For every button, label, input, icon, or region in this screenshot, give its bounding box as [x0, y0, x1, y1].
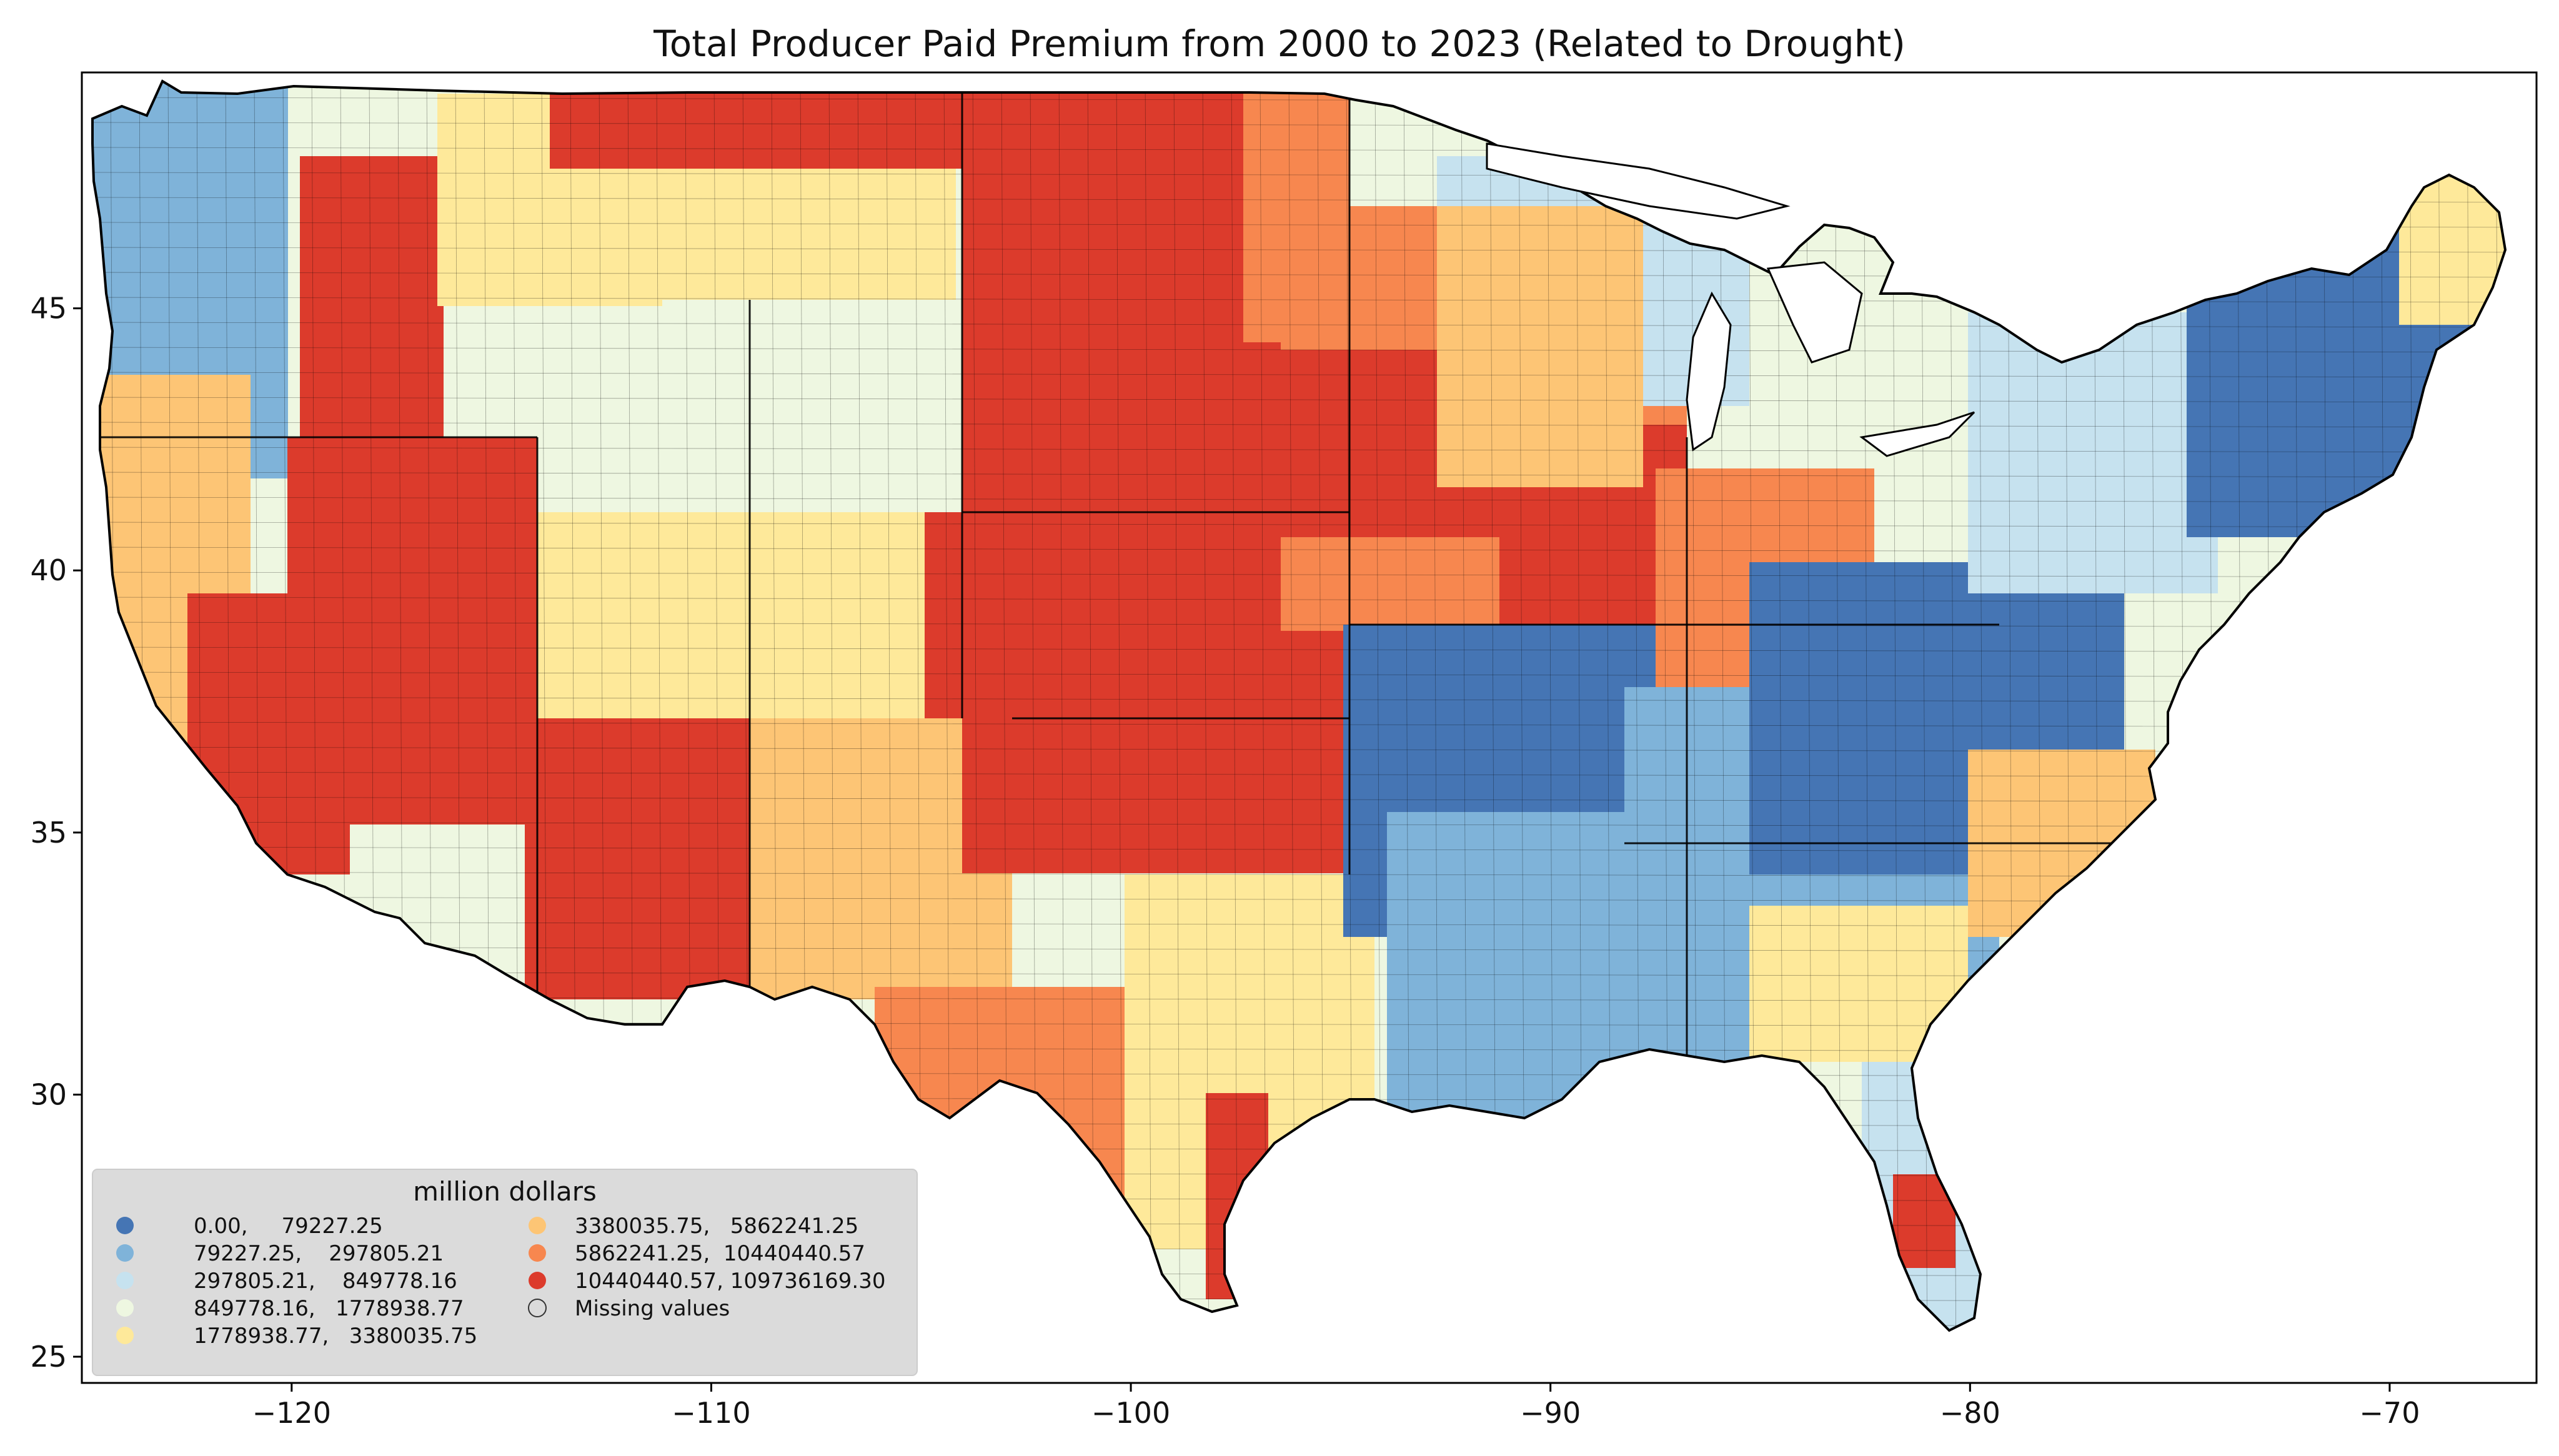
y-tick-label: 45 — [30, 292, 67, 325]
legend-label: 1778938.77, 3380035.75 — [194, 1324, 477, 1349]
region-texas-east — [1125, 874, 1374, 1249]
legend-label: 10440440.57, 109736169.30 — [575, 1269, 886, 1294]
legend-label: 5862241.25, 10440440.57 — [575, 1241, 865, 1266]
region-lower-mississippi — [1387, 812, 1637, 1124]
x-tick-label: −110 — [672, 1396, 750, 1430]
legend-marker — [116, 1244, 134, 1262]
lake-superior — [1486, 142, 1791, 220]
region-wisconsin — [1437, 206, 1643, 487]
legend-box — [92, 1169, 918, 1376]
legend-label: 0.00, 79227.25 — [194, 1214, 383, 1239]
legend-label: 79227.25, 297805.21 — [194, 1241, 444, 1266]
y-axis: 45 40 35 30 25 — [30, 292, 82, 1374]
region-montana-north — [550, 94, 962, 169]
legend-title: million dollars — [413, 1176, 597, 1207]
lake-huron — [1766, 261, 1863, 364]
plot-frame — [81, 71, 2538, 1384]
lake-michigan — [1686, 291, 1732, 452]
chart-title: Total Producer Paid Premium from 2000 to… — [653, 22, 1906, 65]
legend-label: 3380035.75, 5862241.25 — [575, 1214, 858, 1239]
legend-marker — [529, 1272, 546, 1289]
x-tick-label: −80 — [1940, 1396, 2000, 1430]
region-wyoming — [662, 300, 962, 518]
legend-marker — [116, 1272, 134, 1289]
x-axis: −120 −110 −100 −90 −80 −70 — [252, 1383, 2420, 1430]
region-florida-south — [1893, 1174, 1955, 1268]
y-tick-label: 25 — [30, 1340, 67, 1374]
region-utah-colorado — [537, 512, 975, 718]
x-tick-label: −100 — [1091, 1396, 1170, 1430]
legend-marker — [116, 1217, 134, 1234]
region-arizona — [525, 718, 750, 999]
x-tick-label: −120 — [252, 1396, 331, 1430]
y-tick-label: 35 — [30, 816, 67, 849]
legend-marker — [528, 1299, 547, 1317]
region-mid-atlantic — [1968, 312, 2218, 593]
legend-marker — [116, 1327, 134, 1344]
region-dakota-east — [1243, 92, 1349, 342]
y-tick-label: 30 — [30, 1077, 67, 1111]
legend-label: Missing values — [575, 1296, 730, 1321]
region-great-basin — [287, 437, 537, 825]
legend-marker — [116, 1299, 134, 1317]
legend-label: 297805.21, 849778.16 — [194, 1269, 457, 1294]
x-tick-label: −90 — [1520, 1396, 1581, 1430]
legend-label: 849778.16, 1778938.77 — [194, 1296, 464, 1321]
y-tick-label: 40 — [30, 553, 67, 587]
region-idaho — [300, 156, 444, 437]
lake-erie — [1859, 411, 1975, 457]
x-tick-label: −70 — [2359, 1396, 2420, 1430]
legend-marker — [529, 1217, 546, 1234]
legend-marker — [529, 1244, 546, 1262]
legend: million dollars 0.00, 79227.2579227.25, … — [92, 1169, 918, 1376]
